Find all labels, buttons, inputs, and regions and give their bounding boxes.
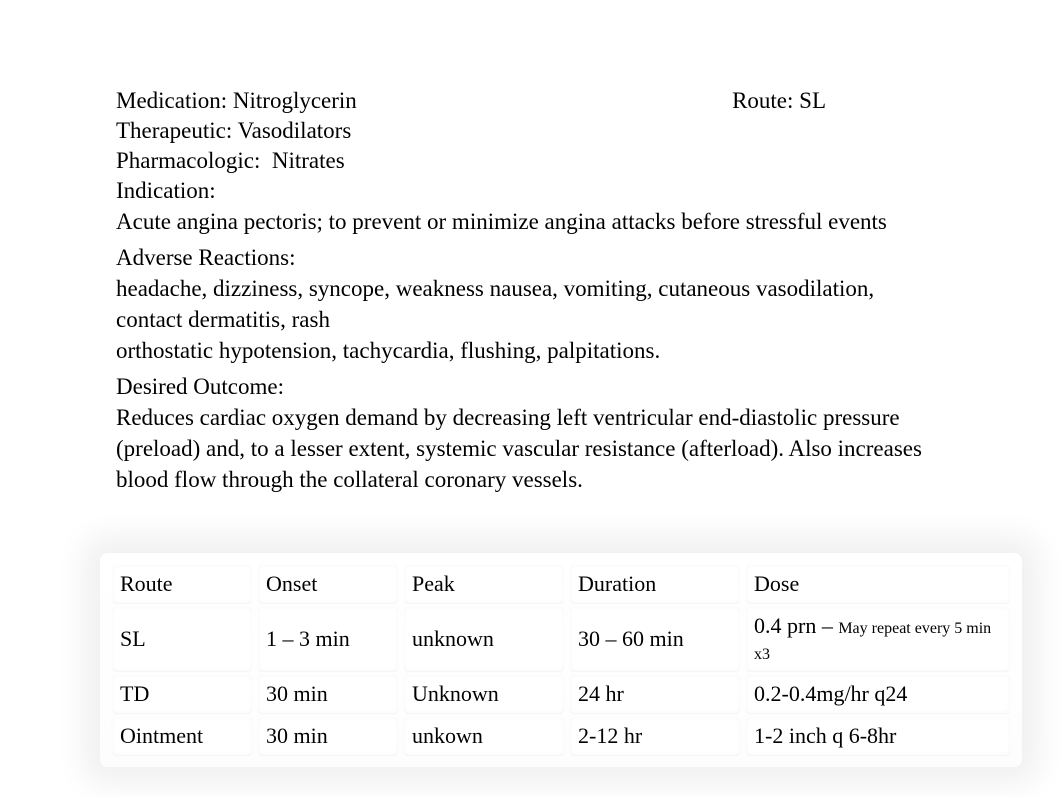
- table-header-row: Route Onset Peak Duration Dose: [112, 565, 1010, 603]
- adverse-heading: Adverse Reactions:: [116, 245, 946, 271]
- table-row: Ointment 30 min unkown 2-12 hr 1-2 inch …: [112, 717, 1010, 755]
- dose-main: 0.2-0.4mg/hr q24: [754, 681, 907, 706]
- therapeutic-label: Therapeutic:: [116, 118, 232, 143]
- table-row: SL 1 – 3 min unknown 30 – 60 min 0.4 prn…: [112, 607, 1010, 671]
- header-row: Medication: Nitroglycerin Route: SL: [116, 88, 946, 114]
- cell-duration: 2-12 hr: [570, 717, 740, 755]
- outcome-body: Reduces cardiac oxygen demand by decreas…: [116, 402, 946, 495]
- cell-dose: 0.4 prn – May repeat every 5 min x3: [746, 607, 1010, 671]
- cell-onset: 30 min: [258, 675, 398, 713]
- cell-dose: 0.2-0.4mg/hr q24: [746, 675, 1010, 713]
- dose-main: 0.4 prn –: [754, 613, 838, 638]
- indication-body: Acute angina pectoris; to prevent or min…: [116, 206, 946, 237]
- adverse-line-2: orthostatic hypotension, tachycardia, fl…: [116, 338, 660, 363]
- col-header-route: Route: [112, 565, 252, 603]
- col-header-duration: Duration: [570, 565, 740, 603]
- cell-onset: 1 – 3 min: [258, 607, 398, 671]
- medication-value: Nitroglycerin: [233, 88, 357, 113]
- route-label: Route:: [732, 88, 793, 113]
- cell-peak: unknown: [404, 607, 564, 671]
- cell-onset: 30 min: [258, 717, 398, 755]
- outcome-heading: Desired Outcome:: [116, 374, 946, 400]
- pharmacologic-line: Pharmacologic: Nitrates: [116, 148, 946, 174]
- adverse-body: headache, dizziness, syncope, weakness n…: [116, 273, 946, 366]
- cell-route: TD: [112, 675, 252, 713]
- route-value: SL: [799, 88, 826, 113]
- col-header-dose: Dose: [746, 565, 1010, 603]
- dose-main: 1-2 inch q 6-8hr: [754, 723, 896, 748]
- cell-duration: 24 hr: [570, 675, 740, 713]
- cell-duration: 30 – 60 min: [570, 607, 740, 671]
- col-header-peak: Peak: [404, 565, 564, 603]
- col-header-onset: Onset: [258, 565, 398, 603]
- cell-route: SL: [112, 607, 252, 671]
- therapeutic-line: Therapeutic: Vasodilators: [116, 118, 946, 144]
- pk-table: Route Onset Peak Duration Dose SL 1 – 3 …: [106, 561, 1016, 759]
- medication-label: Medication:: [116, 88, 227, 113]
- medication-field: Medication: Nitroglycerin: [116, 88, 357, 114]
- route-field: Route: SL: [732, 88, 826, 114]
- cell-peak: unkown: [404, 717, 564, 755]
- pharmacologic-value: Nitrates: [272, 148, 345, 173]
- adverse-line-1: headache, dizziness, syncope, weakness n…: [116, 276, 874, 332]
- cell-peak: Unknown: [404, 675, 564, 713]
- table-row: TD 30 min Unknown 24 hr 0.2-0.4mg/hr q24: [112, 675, 1010, 713]
- cell-dose: 1-2 inch q 6-8hr: [746, 717, 1010, 755]
- cell-route: Ointment: [112, 717, 252, 755]
- indication-heading: Indication:: [116, 178, 946, 204]
- pharmacologic-label: Pharmacologic:: [116, 148, 260, 173]
- therapeutic-value: Vasodilators: [238, 118, 352, 143]
- pk-table-wrap: Route Onset Peak Duration Dose SL 1 – 3 …: [100, 553, 1022, 767]
